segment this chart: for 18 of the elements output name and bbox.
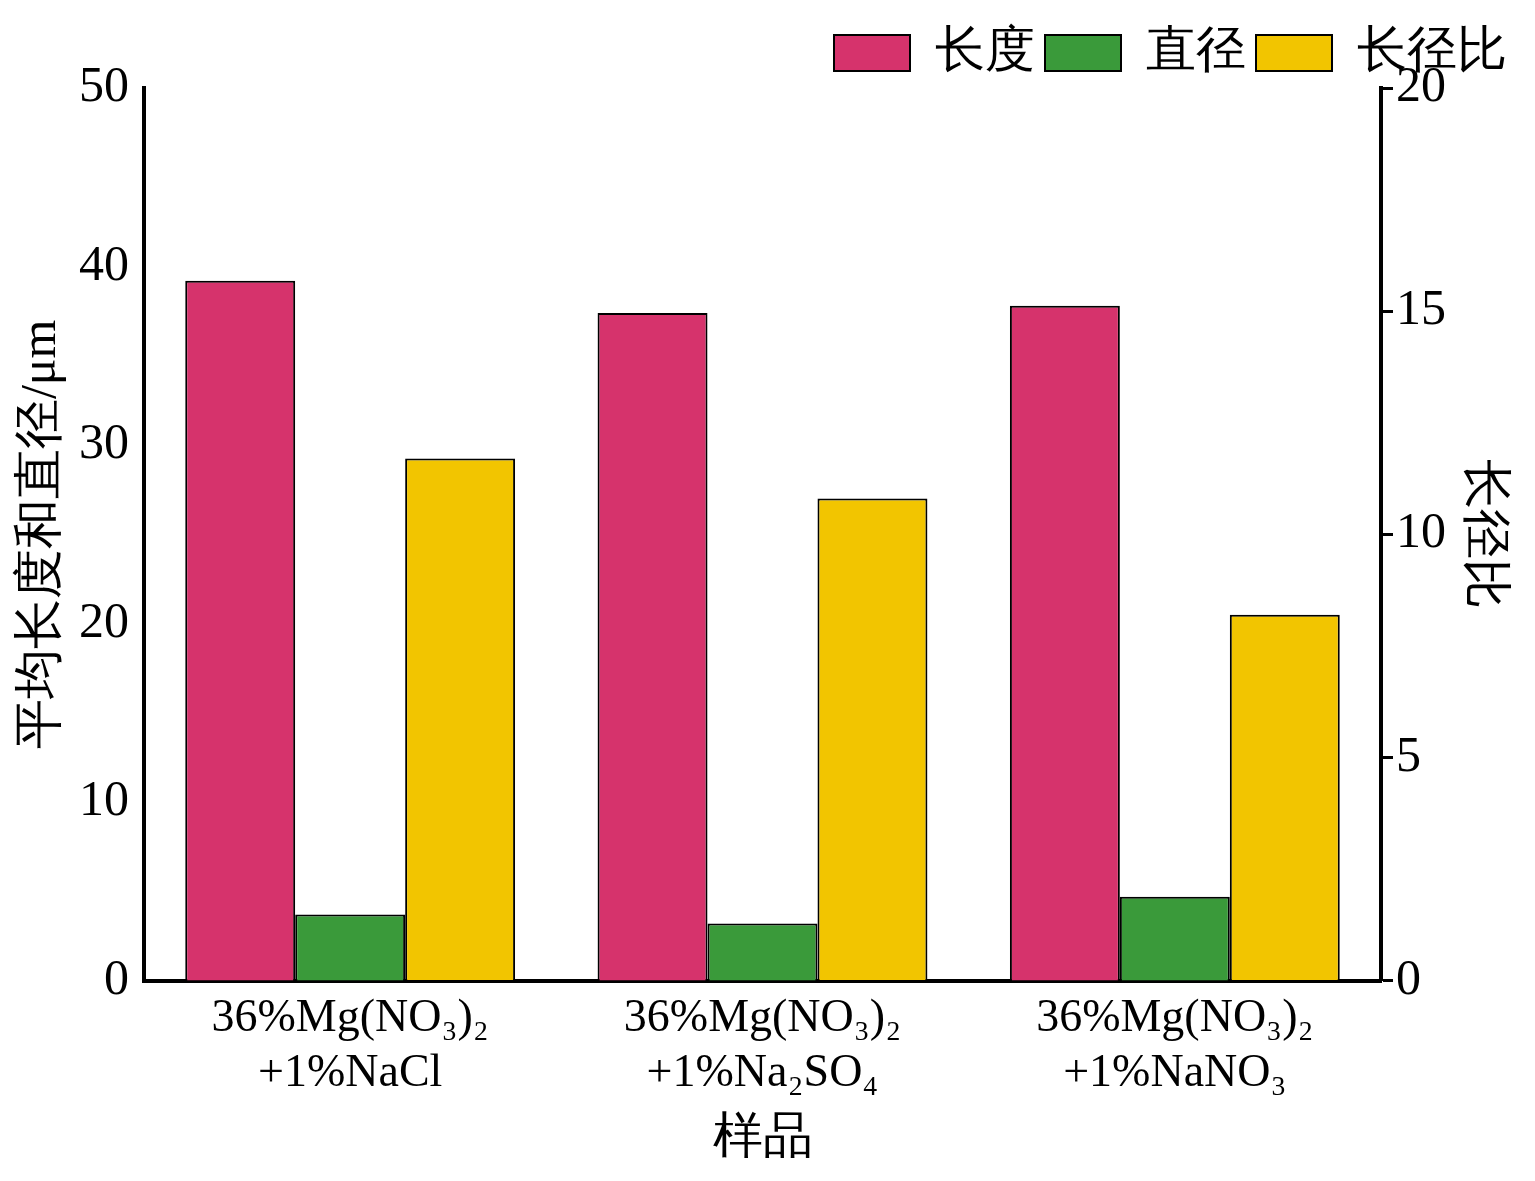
y-tick-label: 40 xyxy=(79,234,129,291)
y2-tick-label: 10 xyxy=(1396,502,1446,559)
x-axis-title: 样品 xyxy=(712,1107,813,1164)
x-tick-label: 36%Mg(NO₃)₂ +1%NaCl xyxy=(211,990,489,1097)
y-tick-label: 10 xyxy=(79,770,129,827)
x-tick-label: 36%Mg(NO₃)₂ +1%NaNO₃ xyxy=(1036,990,1314,1097)
y2-tick-label: 15 xyxy=(1396,279,1446,336)
y2-axis-title: 长径比 xyxy=(1458,459,1515,610)
legend-label: 直径 xyxy=(1146,21,1246,78)
y2-tick-label: 0 xyxy=(1396,948,1421,1005)
y-tick-label: 0 xyxy=(104,948,129,1005)
x-tick-label: 36%Mg(NO₃)₂ +1%Na₂SO₄ xyxy=(623,990,902,1097)
y-axis-title: 平均长度和直径/μm xyxy=(10,319,67,750)
legend-label: 长度 xyxy=(935,21,1035,78)
y-tick-label: 20 xyxy=(79,591,129,648)
y2-tick-label: 5 xyxy=(1396,725,1421,782)
y-tick-label: 30 xyxy=(79,413,129,470)
y-tick-label: 50 xyxy=(79,56,129,113)
